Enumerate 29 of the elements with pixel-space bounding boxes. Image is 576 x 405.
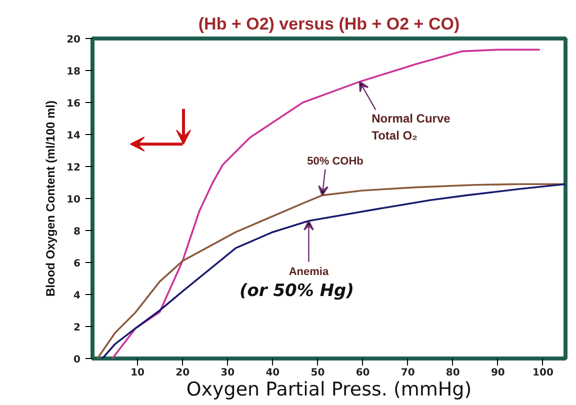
x-tick-label: 70: [400, 368, 415, 378]
chart-title: (Hb + O2) versus (Hb + O2 + CO): [198, 14, 460, 34]
x-tick-label: 50: [310, 368, 325, 378]
y-tick-label: 2: [74, 322, 81, 334]
x-tick-label: 10: [130, 368, 145, 378]
y-tick-label: 20: [66, 34, 81, 46]
x-tick-label: 20: [176, 368, 190, 378]
x-tick-label: 100: [532, 368, 554, 378]
y-axis-title: Blood Oxygen Content (ml/100 ml): [44, 100, 58, 297]
annotation: Normal Curve Total O₂: [372, 112, 451, 142]
annotation: (or 50% Hg): [239, 280, 354, 301]
annotation: Anemia: [288, 266, 330, 278]
x-tick-label: 40: [266, 368, 280, 378]
y-tick-label: 16: [66, 98, 81, 110]
annotation: 50% COHb: [307, 155, 364, 168]
x-tick-label: 90: [490, 368, 505, 378]
x-tick-label: 30: [220, 368, 235, 378]
y-tick-label: 4: [74, 290, 81, 302]
y-tick-label: 0: [74, 354, 81, 366]
y-tick-label: 10: [66, 194, 81, 206]
y-tick-label: 14: [66, 130, 81, 142]
y-tick-label: 6: [74, 258, 81, 270]
x-tick-label: 80: [446, 368, 460, 378]
y-tick-label: 12: [66, 162, 81, 174]
y-tick-label: 8: [74, 226, 81, 238]
y-tick-label: 18: [66, 66, 81, 78]
x-tick-label: 60: [356, 368, 370, 378]
x-axis-title: Oxygen Partial Press. (mmHg): [186, 378, 472, 400]
line-series: [111, 48, 541, 358]
